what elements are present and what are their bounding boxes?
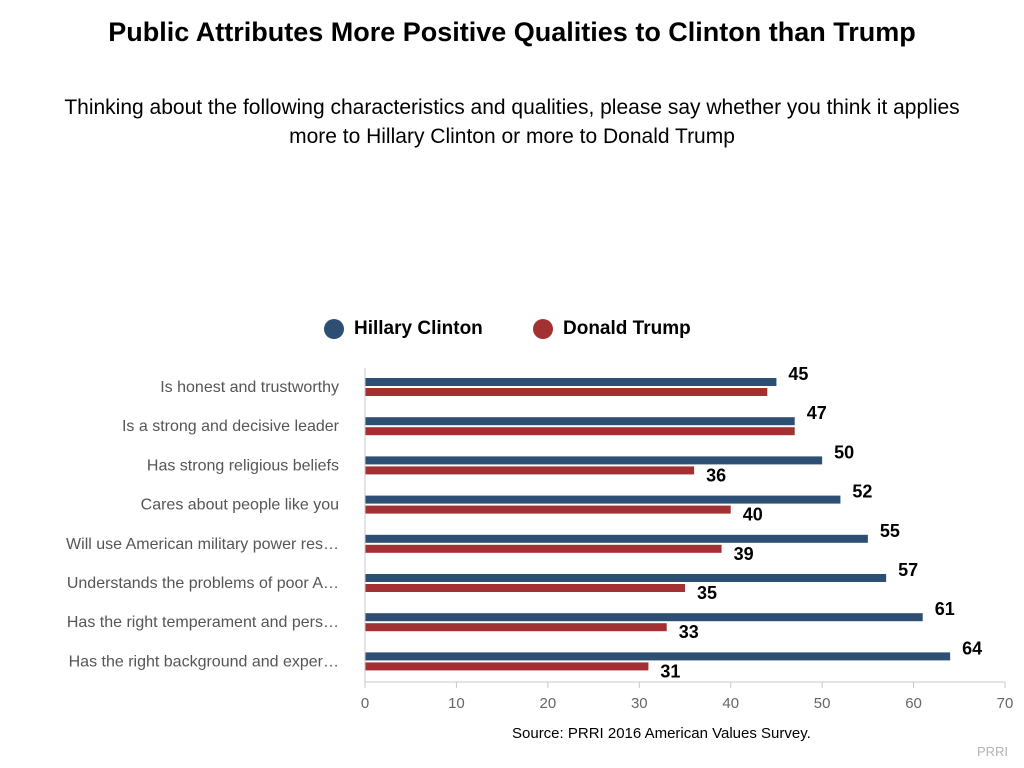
bar-trump	[365, 466, 695, 475]
bar-trump	[365, 623, 667, 632]
chart-subtitle: Thinking about the following characteris…	[64, 96, 960, 148]
data-label-trump: 36	[706, 465, 726, 485]
data-label-clinton: 55	[880, 521, 900, 541]
legend-item-clinton: Hillary Clinton	[324, 316, 483, 342]
legend-label-trump: Donald Trump	[563, 318, 691, 339]
bar-trump	[365, 427, 795, 436]
data-label-trump: 39	[734, 544, 754, 564]
data-label-clinton: 45	[788, 364, 808, 384]
bar-clinton	[365, 574, 887, 582]
legend-item-trump: Donald Trump	[533, 316, 691, 342]
data-label-clinton: 64	[962, 638, 982, 658]
x-tick-label: 60	[905, 695, 922, 712]
source-note: Source: PRRI 2016 American Values Survey…	[512, 725, 811, 742]
bar-trump	[365, 544, 722, 553]
x-tick-label: 30	[631, 695, 648, 712]
data-label-trump: 33	[679, 622, 699, 642]
bar-clinton	[365, 652, 951, 661]
category-label: Cares about people like you	[141, 497, 339, 514]
bar-clinton	[365, 417, 795, 426]
x-tick-label: 10	[448, 695, 465, 712]
category-label: Has the right temperament and pers…	[67, 614, 339, 631]
x-tick-label: 50	[814, 695, 831, 712]
bar-trump	[365, 388, 768, 396]
data-label-clinton: 57	[898, 560, 918, 580]
category-label: Will use American military power res…	[66, 536, 339, 553]
x-tick-label: 40	[722, 695, 739, 712]
data-label-clinton: 61	[935, 599, 955, 619]
bar-clinton	[365, 456, 823, 465]
bar-clinton	[365, 495, 841, 504]
category-label: Has strong religious beliefs	[147, 457, 339, 474]
data-label-clinton: 50	[834, 442, 854, 462]
category-label: Has the right background and exper…	[69, 653, 339, 670]
category-label: Is honest and trustworthy	[160, 379, 339, 396]
legend-label-clinton: Hillary Clinton	[354, 318, 483, 339]
category-label: Is a strong and decisive leader	[122, 418, 340, 435]
bar-clinton	[365, 613, 923, 622]
x-tick-label: 0	[361, 695, 369, 712]
bar-clinton	[365, 378, 777, 386]
bar-trump	[365, 584, 685, 592]
x-tick-label: 70	[997, 695, 1014, 712]
bar-trump	[365, 505, 731, 514]
data-label-trump: 35	[697, 583, 717, 603]
data-label-trump: 31	[660, 661, 680, 681]
legend-swatch-clinton	[324, 319, 344, 339]
chart-legend: Hillary Clinton Donald Trump	[0, 316, 1024, 342]
bar-trump	[365, 662, 649, 671]
x-tick-label: 20	[540, 695, 557, 712]
category-label: Understands the problems of poor A…	[67, 575, 339, 592]
data-label-clinton: 47	[807, 403, 827, 423]
bar-chart: Is honest and trustworthy 45 Is a strong a…	[66, 364, 1014, 712]
data-label-clinton: 52	[852, 482, 872, 502]
chart-title: Public Attributes More Positive Qualitie…	[108, 17, 916, 47]
bar-clinton	[365, 534, 868, 543]
brand-mark: PRRI	[976, 744, 1008, 759]
legend-swatch-trump	[533, 319, 553, 339]
data-label-trump: 40	[743, 505, 763, 525]
